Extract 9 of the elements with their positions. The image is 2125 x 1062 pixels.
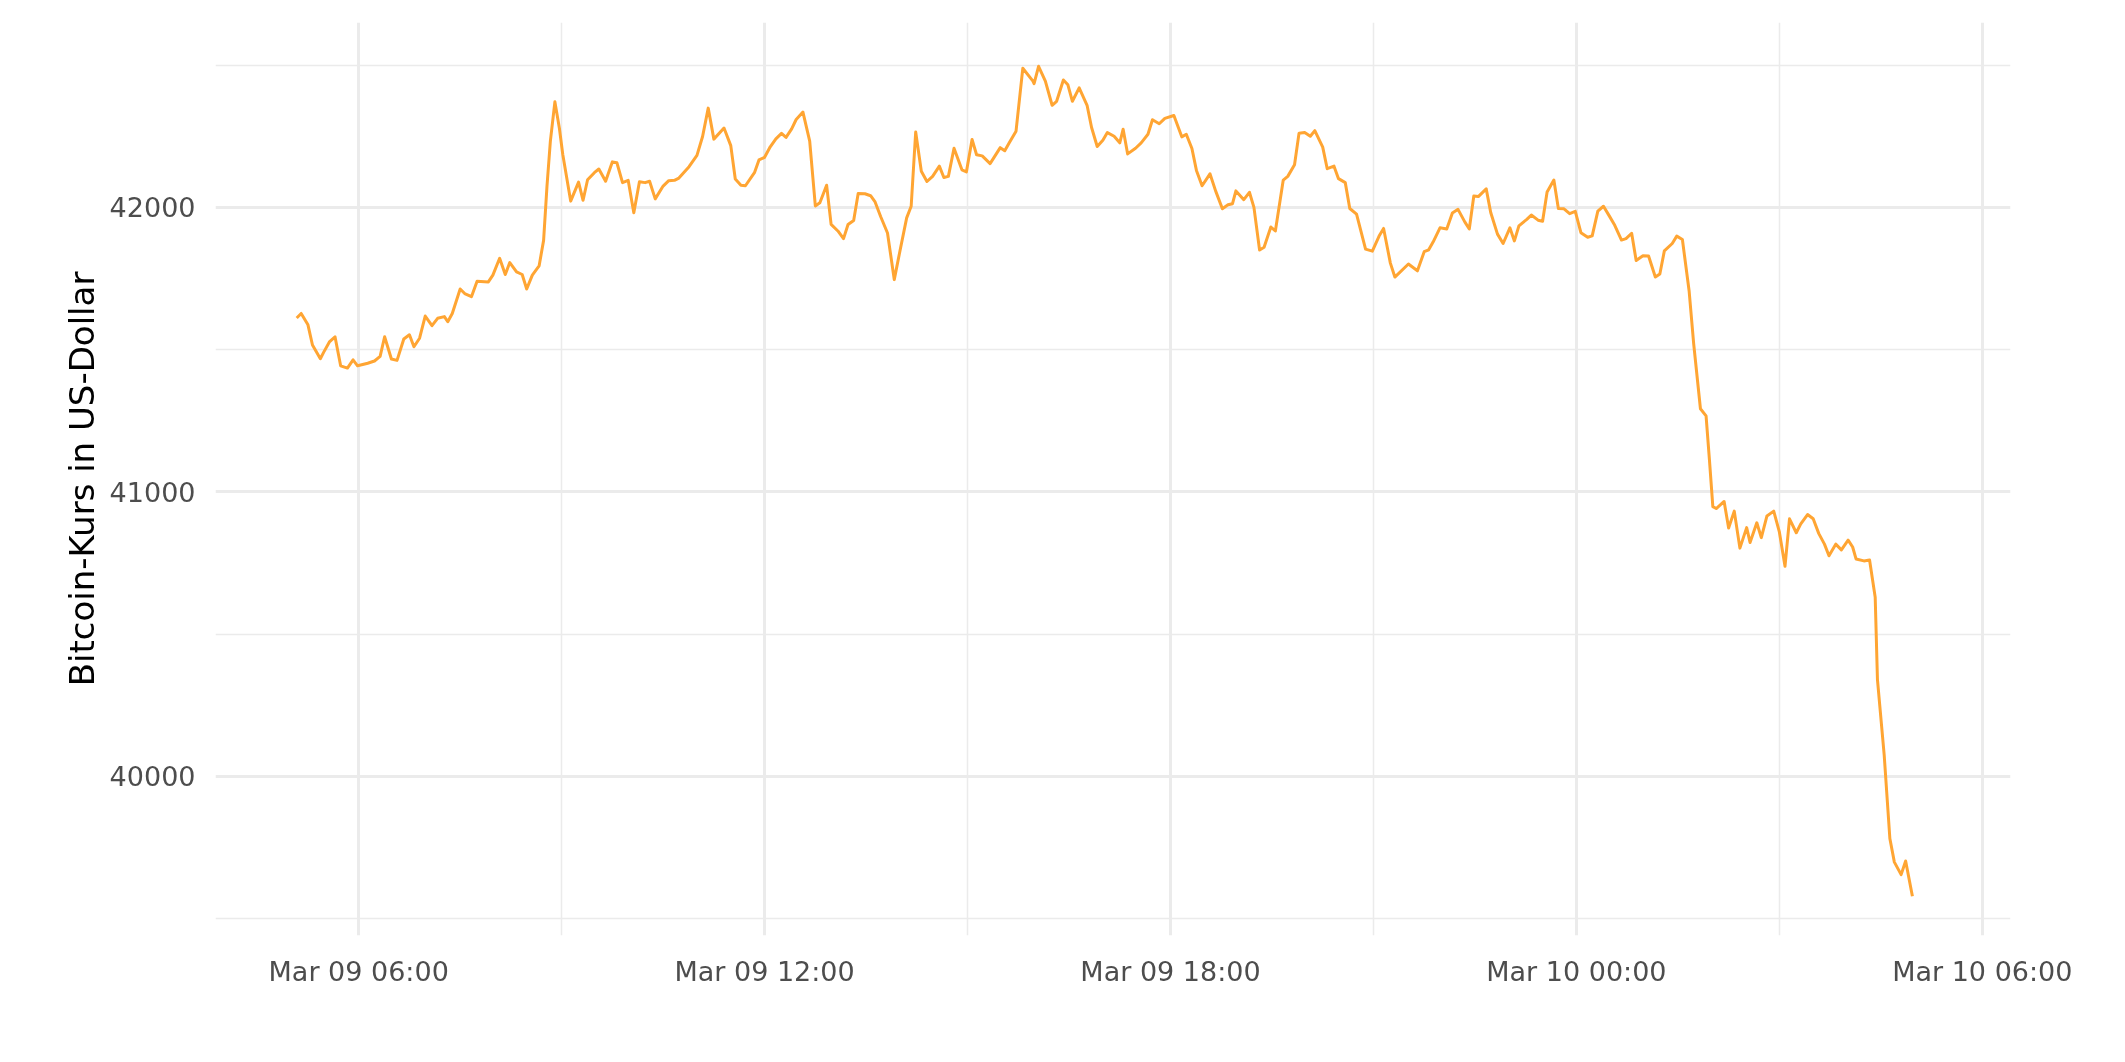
- x-tick-label: Mar 09 06:00: [268, 955, 449, 987]
- y-tick-label: 41000: [109, 476, 196, 508]
- y-tick-label: 42000: [109, 192, 196, 224]
- y-tick-label: 40000: [109, 761, 196, 793]
- x-tick-label: Mar 09 18:00: [1080, 955, 1261, 987]
- x-tick-label: Mar 10 06:00: [1892, 955, 2073, 987]
- y-axis-title: Bitcoin-Kurs in US-Dollar: [61, 271, 102, 687]
- x-tick-label: Mar 09 12:00: [674, 955, 855, 987]
- x-tick-label: Mar 10 00:00: [1486, 955, 1667, 987]
